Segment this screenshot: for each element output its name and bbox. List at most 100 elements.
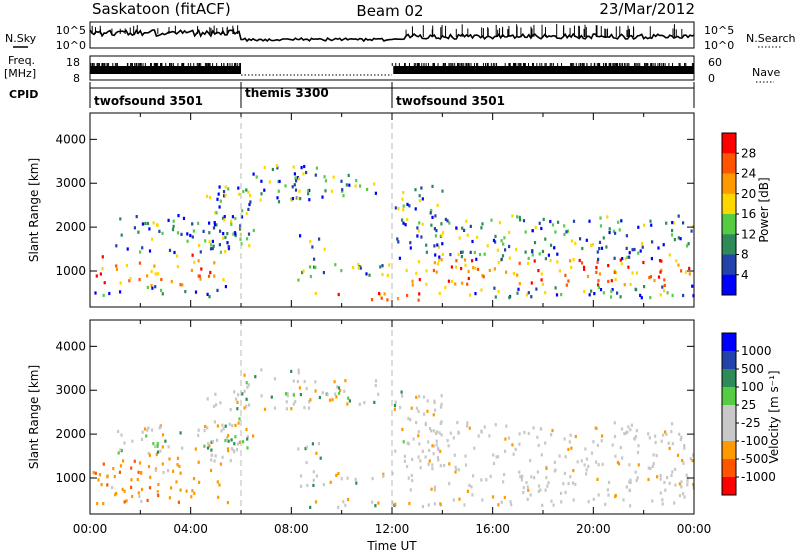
range-gate-cell	[634, 435, 638, 439]
range-gate-cell	[436, 243, 439, 247]
range-gate-cell	[222, 236, 225, 240]
range-gate-cell	[549, 243, 553, 247]
range-gate-cell	[439, 421, 442, 425]
range-gate-cell	[401, 197, 404, 201]
range-gate-cell	[260, 368, 263, 372]
range-gate-cell	[150, 428, 154, 432]
range-gate-cell	[461, 281, 464, 285]
range-gate-cell	[286, 394, 289, 398]
range-gate-cell	[242, 189, 245, 194]
range-gate-cell	[636, 450, 640, 454]
range-gate-cell	[435, 430, 439, 434]
range-gate-cell	[239, 224, 242, 228]
range-gate-cell	[519, 475, 522, 479]
x-tick-label: 08:00	[274, 522, 309, 536]
range-gate-cell	[676, 453, 680, 457]
range-gate-cell	[518, 432, 521, 436]
range-gate-cell	[494, 423, 497, 427]
range-gate-cell	[227, 434, 230, 438]
velocity-colorbar-swatch	[722, 351, 736, 370]
range-gate-cell	[518, 215, 521, 219]
range-gate-cell	[634, 470, 637, 474]
range-gate-cell	[441, 242, 444, 246]
range-gate-cell	[592, 497, 595, 501]
range-gate-cell	[299, 393, 302, 397]
range-gate-cell	[314, 173, 317, 177]
range-gate-cell	[357, 262, 360, 267]
range-gate-cell	[473, 250, 476, 255]
range-gate-cell	[464, 454, 467, 458]
range-gate-cell	[115, 244, 118, 248]
range-gate-cell	[607, 279, 610, 283]
range-gate-cell	[533, 241, 537, 245]
range-gate-cell	[435, 443, 438, 447]
range-gate-cell	[668, 253, 671, 257]
range-gate-cell	[440, 394, 443, 398]
range-gate-cell	[238, 417, 241, 421]
range-gate-cell	[418, 194, 421, 198]
range-gate-cell	[554, 230, 557, 234]
range-gate-cell	[125, 263, 128, 268]
range-gate-cell	[371, 500, 374, 504]
range-gate-cell	[670, 430, 673, 434]
range-gate-cell	[245, 188, 248, 192]
range-gate-cell	[576, 460, 579, 464]
power-colorbar: 4 8 12 16 20 24 28	[721, 132, 756, 296]
velocity-colorbar-tick-label: 500	[741, 362, 764, 376]
range-gate-cell	[432, 444, 435, 448]
range-gate-cell	[393, 407, 396, 411]
range-gate-cell	[213, 404, 216, 408]
power-panel-frame	[89, 112, 695, 308]
range-gate-cell	[585, 457, 588, 461]
range-gate-cell	[203, 444, 206, 448]
range-gate-cell	[501, 254, 505, 258]
range-gate-cell	[225, 436, 228, 440]
range-gate-cell	[159, 425, 162, 429]
range-gate-cell	[226, 241, 229, 245]
range-gate-cell	[417, 260, 421, 264]
range-gate-cell	[120, 449, 123, 453]
range-gate-cell	[234, 216, 237, 221]
range-gate-cell	[673, 467, 677, 471]
range-gate-cell	[590, 289, 593, 293]
range-gate-cell	[480, 429, 483, 433]
range-gate-cell	[545, 476, 548, 480]
range-gate-cell	[595, 426, 598, 430]
range-gate-cell	[578, 258, 581, 263]
range-gate-cell	[630, 423, 633, 427]
range-gate-cell	[511, 214, 514, 218]
range-gate-cell	[502, 480, 505, 484]
range-gate-cell	[322, 271, 325, 275]
range-gate-cell	[468, 483, 471, 487]
range-gate-cell	[675, 259, 678, 263]
range-gate-cell	[653, 278, 656, 283]
range-gate-cell	[583, 267, 586, 271]
range-gate-cell	[216, 288, 219, 292]
range-gate-cell	[682, 492, 685, 496]
range-gate-cell	[252, 434, 255, 438]
range-gate-cell	[478, 253, 482, 257]
range-gate-cell	[544, 441, 547, 445]
range-gate-cell	[518, 470, 521, 474]
range-gate-cell	[572, 469, 575, 473]
noise-left-tick-top: 10^5	[56, 24, 86, 37]
range-gate-cell	[236, 407, 239, 411]
range-gate-cell	[217, 495, 220, 499]
range-gate-cell	[241, 209, 244, 213]
range-gate-cell	[143, 427, 147, 431]
range-gate-cell	[683, 495, 686, 499]
freq-label: Freq.	[8, 54, 35, 67]
range-gate-cell	[457, 468, 460, 472]
range-gate-cell	[259, 198, 262, 202]
range-gate-cell	[246, 437, 249, 441]
range-gate-cell	[194, 290, 198, 294]
range-gate-cell	[550, 499, 553, 503]
range-gate-cell	[628, 480, 631, 484]
range-gate-cell	[167, 445, 170, 449]
range-gate-cell	[314, 265, 317, 270]
range-gate-cell	[276, 196, 279, 200]
range-gate-cell	[154, 272, 157, 276]
range-gate-cell	[661, 285, 664, 289]
range-gate-cell	[436, 446, 440, 450]
range-gate-cell	[145, 434, 148, 438]
